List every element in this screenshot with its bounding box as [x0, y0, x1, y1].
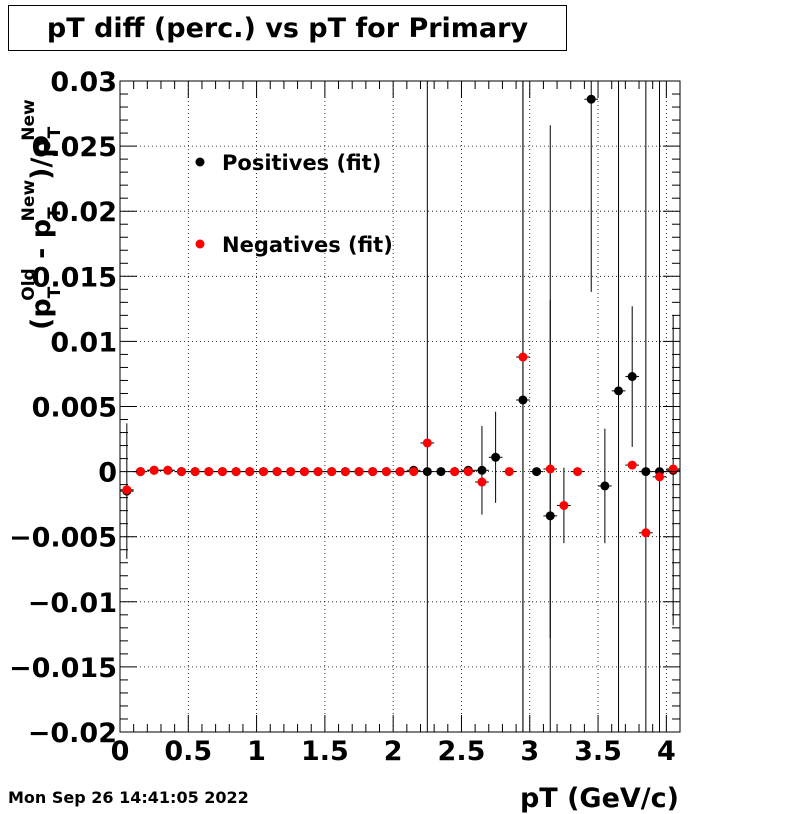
y-label-sub2: T	[45, 207, 65, 219]
y-tick-labels: −0.02 −0.015 −0.01 −0.005 0 0.005 0.01 0.015 0.0…	[9, 67, 117, 749]
point-negatives	[504, 467, 514, 477]
point-negatives	[641, 528, 651, 538]
x-tick-label: 3.5	[574, 736, 622, 767]
y-label-minus: - p	[26, 219, 57, 268]
point-negatives	[135, 467, 145, 477]
point-negatives	[559, 500, 569, 510]
point-negatives	[518, 352, 528, 362]
point-negatives	[149, 465, 159, 475]
x-tick-label: 4	[657, 736, 676, 767]
point-negatives	[313, 467, 323, 477]
y-tick-label: −0.015	[9, 653, 117, 684]
y-tick-label: −0.02	[28, 718, 117, 749]
point-negatives	[204, 467, 214, 477]
point-positives	[477, 465, 487, 475]
point-negatives	[381, 467, 391, 477]
legend-marker-negatives	[195, 239, 205, 249]
point-negatives	[477, 477, 487, 487]
point-negatives	[258, 467, 268, 477]
data-points	[122, 94, 678, 538]
y-tick-label: 0.005	[32, 393, 117, 424]
point-negatives	[627, 460, 637, 470]
legend-label-negatives: Negatives (fit)	[222, 233, 393, 257]
legend: Positives (fit) Negatives (fit)	[195, 151, 393, 257]
x-tick-label: 1.5	[301, 736, 349, 767]
point-negatives	[299, 467, 309, 477]
point-negatives	[450, 467, 460, 477]
point-positives	[532, 467, 542, 477]
point-positives	[586, 94, 596, 104]
y-tick-label: 0.015	[32, 262, 117, 293]
point-negatives	[176, 467, 186, 477]
x-axis-label: pT (GeV/c)	[520, 783, 679, 814]
y-tick-label: 0.02	[50, 197, 117, 228]
y-tick-label: −0.005	[9, 523, 117, 554]
point-negatives	[122, 485, 132, 495]
y-tick-label: 0.03	[50, 67, 117, 98]
legend-marker-positives	[195, 157, 205, 167]
point-negatives	[655, 472, 665, 482]
point-positives	[422, 467, 432, 477]
y-tick-label: 0.025	[32, 132, 117, 163]
grid	[120, 81, 680, 732]
x-tick-labels: 0 0.5 1 1.5 2 2.5 3 3.5 4	[111, 736, 676, 767]
y-label-sub1: T	[45, 286, 65, 298]
y-tick-label: −0.01	[28, 588, 117, 619]
point-negatives	[286, 467, 296, 477]
x-tick-label: 1	[247, 736, 266, 767]
point-negatives	[340, 467, 350, 477]
point-negatives	[668, 464, 678, 474]
point-positives	[491, 452, 501, 462]
point-negatives	[272, 467, 282, 477]
point-negatives	[245, 467, 255, 477]
point-positives	[627, 372, 637, 382]
point-negatives	[231, 467, 241, 477]
timestamp: Mon Sep 26 14:41:05 2022	[8, 788, 249, 807]
point-positives	[518, 395, 528, 405]
y-axis-label: (pTOld - pTNew)/pTNew	[19, 99, 65, 330]
x-tick-label: 2	[384, 736, 403, 767]
point-negatives	[217, 467, 227, 477]
y-label-open: (p	[26, 298, 57, 330]
y-label-sup2: New	[19, 180, 39, 222]
x-tick-label: 3	[520, 736, 539, 767]
y-label-sup3: New	[19, 99, 39, 141]
point-positives	[600, 481, 610, 491]
point-negatives	[163, 465, 173, 475]
point-negatives	[354, 467, 364, 477]
point-negatives	[463, 467, 473, 477]
point-negatives	[409, 467, 419, 477]
point-negatives	[368, 467, 378, 477]
point-negatives	[422, 438, 432, 448]
y-label-sup1: Old	[19, 268, 39, 300]
point-negatives	[190, 467, 200, 477]
point-positives	[436, 467, 446, 477]
y-label-close: )/p	[26, 138, 57, 180]
y-label-sub3: T	[45, 126, 65, 138]
legend-label-positives: Positives (fit)	[222, 151, 381, 175]
x-tick-label: 2.5	[438, 736, 486, 767]
point-negatives	[573, 467, 583, 477]
axis-ticks	[119, 80, 680, 733]
point-negatives	[545, 464, 555, 474]
chart-title: pT diff (perc.) vs pT for Primary	[8, 5, 567, 51]
x-tick-label: 0	[111, 736, 130, 767]
point-negatives	[327, 467, 337, 477]
point-positives	[614, 386, 624, 396]
point-positives	[641, 467, 651, 477]
y-tick-label: 0.01	[50, 327, 117, 358]
x-tick-label: 0.5	[164, 736, 212, 767]
point-positives	[545, 511, 555, 521]
y-tick-label: 0	[98, 458, 117, 489]
point-negatives	[395, 467, 405, 477]
